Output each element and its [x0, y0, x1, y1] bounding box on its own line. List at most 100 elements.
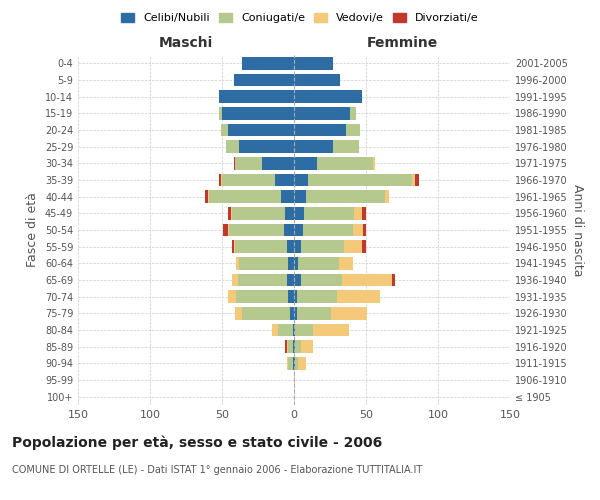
Bar — [232, 274, 238, 286]
Text: Maschi: Maschi — [159, 36, 213, 50]
Bar — [338, 257, 353, 270]
Bar — [222, 107, 294, 120]
Bar — [233, 74, 294, 86]
Bar — [363, 224, 366, 236]
Bar — [294, 124, 346, 136]
Bar — [208, 190, 209, 203]
Y-axis label: Anni di nascita: Anni di nascita — [571, 184, 584, 276]
Bar — [262, 157, 294, 170]
Bar — [346, 124, 360, 136]
Bar — [294, 190, 305, 203]
Bar — [344, 240, 362, 253]
Bar — [235, 307, 242, 320]
Bar — [373, 157, 374, 170]
Bar — [294, 157, 317, 170]
Bar — [230, 207, 232, 220]
Bar — [298, 257, 338, 270]
Bar — [412, 174, 415, 186]
Bar — [219, 107, 222, 120]
Bar — [221, 174, 222, 186]
Bar — [294, 340, 295, 353]
Bar — [287, 340, 288, 353]
Bar — [337, 290, 380, 303]
Bar — [219, 90, 294, 103]
Bar — [242, 57, 294, 70]
Bar — [233, 240, 235, 253]
Bar — [286, 340, 287, 353]
Bar — [353, 224, 363, 236]
Bar — [317, 157, 373, 170]
Legend: Celibi/Nubili, Coniugati/e, Vedovi/e, Divorziati/e: Celibi/Nubili, Coniugati/e, Vedovi/e, Di… — [117, 8, 483, 28]
Bar — [222, 174, 275, 186]
Bar — [304, 207, 355, 220]
Bar — [294, 107, 350, 120]
Bar — [226, 140, 239, 153]
Bar — [232, 240, 233, 253]
Bar — [223, 224, 228, 236]
Bar — [331, 307, 367, 320]
Bar — [301, 340, 313, 353]
Bar — [228, 224, 229, 236]
Bar — [278, 324, 293, 336]
Bar — [288, 357, 293, 370]
Bar — [238, 274, 287, 286]
Bar — [294, 140, 333, 153]
Bar — [297, 307, 331, 320]
Bar — [236, 290, 288, 303]
Bar — [293, 357, 294, 370]
Bar — [288, 290, 294, 303]
Bar — [294, 357, 295, 370]
Bar — [288, 340, 293, 353]
Bar — [294, 374, 295, 386]
Bar — [301, 274, 341, 286]
Text: Popolazione per età, sesso e stato civile - 2006: Popolazione per età, sesso e stato civil… — [12, 435, 382, 450]
Bar — [284, 224, 294, 236]
Bar — [205, 190, 208, 203]
Bar — [295, 324, 313, 336]
Bar — [228, 124, 294, 136]
Bar — [294, 224, 302, 236]
Bar — [295, 357, 298, 370]
Bar — [302, 224, 353, 236]
Bar — [350, 107, 356, 120]
Bar — [313, 324, 349, 336]
Bar — [233, 157, 235, 170]
Bar — [288, 257, 294, 270]
Bar — [301, 240, 344, 253]
Bar — [281, 190, 294, 203]
Bar — [415, 174, 419, 186]
Bar — [333, 140, 359, 153]
Bar — [385, 190, 389, 203]
Bar — [293, 340, 294, 353]
Bar — [294, 290, 297, 303]
Bar — [287, 357, 288, 370]
Bar — [236, 257, 239, 270]
Bar — [295, 340, 301, 353]
Bar — [294, 257, 298, 270]
Bar — [228, 290, 236, 303]
Bar — [242, 307, 290, 320]
Bar — [297, 290, 337, 303]
Bar — [294, 57, 333, 70]
Bar — [239, 140, 294, 153]
Bar — [209, 190, 281, 203]
Text: Femmine: Femmine — [367, 36, 437, 50]
Bar — [294, 324, 295, 336]
Bar — [308, 174, 412, 186]
Bar — [305, 190, 385, 203]
Bar — [219, 174, 221, 186]
Bar — [235, 157, 262, 170]
Bar — [232, 207, 286, 220]
Bar — [221, 124, 228, 136]
Bar — [392, 274, 395, 286]
Bar — [355, 207, 362, 220]
Bar — [298, 357, 305, 370]
Y-axis label: Fasce di età: Fasce di età — [26, 192, 39, 268]
Bar — [362, 240, 366, 253]
Bar — [228, 207, 230, 220]
Bar — [362, 207, 366, 220]
Bar — [294, 174, 308, 186]
Bar — [287, 240, 294, 253]
Bar — [294, 90, 362, 103]
Bar — [294, 240, 301, 253]
